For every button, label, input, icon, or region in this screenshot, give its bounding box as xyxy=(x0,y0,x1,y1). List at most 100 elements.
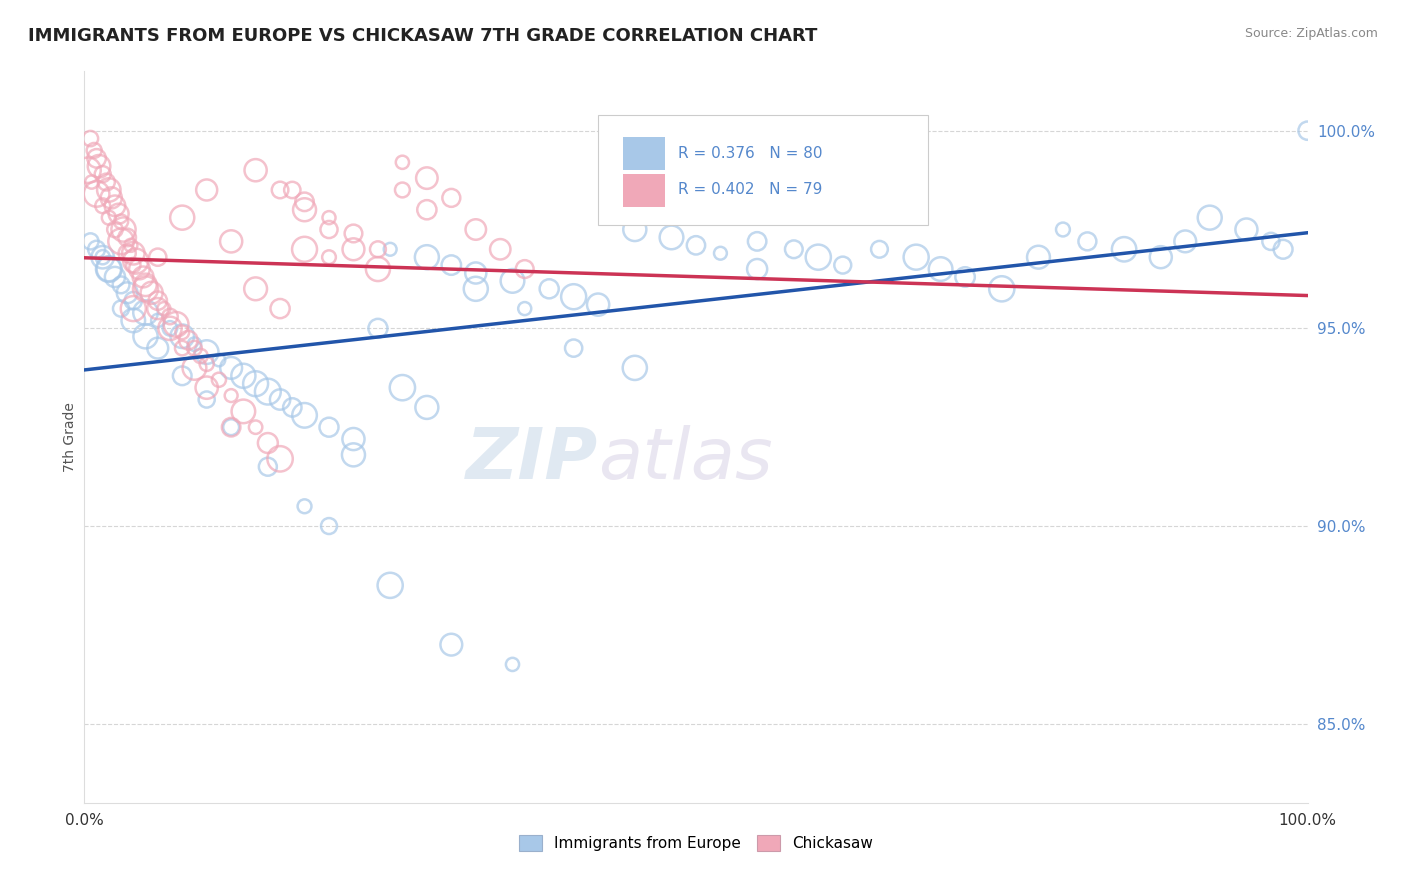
Point xyxy=(281,401,304,415)
Point xyxy=(562,290,585,304)
Point xyxy=(159,310,181,324)
Point xyxy=(177,333,200,347)
Point xyxy=(440,638,463,652)
Point xyxy=(91,199,114,213)
Point xyxy=(685,238,707,252)
Point xyxy=(538,282,561,296)
Point xyxy=(208,353,231,368)
Point xyxy=(1174,235,1197,249)
Point xyxy=(110,214,132,228)
Point xyxy=(104,199,127,213)
Point xyxy=(219,388,242,402)
Point xyxy=(120,238,142,252)
Point xyxy=(905,250,928,264)
Point xyxy=(1260,235,1282,249)
Point xyxy=(125,254,148,268)
Point xyxy=(624,360,647,375)
Point xyxy=(502,274,524,288)
Point xyxy=(294,500,316,514)
Point xyxy=(219,420,242,434)
Point xyxy=(245,282,267,296)
Point xyxy=(172,329,194,343)
Point xyxy=(190,349,212,363)
Point xyxy=(91,250,114,264)
Point xyxy=(122,258,145,272)
Point xyxy=(132,269,155,284)
Point xyxy=(100,191,122,205)
Point xyxy=(269,451,291,466)
Point xyxy=(269,301,291,316)
Point xyxy=(135,305,157,319)
Point xyxy=(172,326,194,340)
Point xyxy=(367,321,389,335)
Point xyxy=(318,519,340,533)
Point xyxy=(112,222,135,236)
Point xyxy=(1028,250,1050,264)
Point xyxy=(380,578,402,592)
Point xyxy=(128,262,150,277)
Text: atlas: atlas xyxy=(598,425,773,493)
Point xyxy=(953,269,976,284)
Legend: Immigrants from Europe, Chickasaw: Immigrants from Europe, Chickasaw xyxy=(513,830,879,857)
Point xyxy=(416,401,439,415)
Point xyxy=(135,282,157,296)
Point xyxy=(146,341,169,355)
Point xyxy=(929,262,952,277)
Point xyxy=(1296,123,1319,137)
Point xyxy=(104,269,127,284)
Text: R = 0.376   N = 80: R = 0.376 N = 80 xyxy=(678,145,823,161)
Point xyxy=(367,242,389,256)
Point xyxy=(122,246,145,260)
Point xyxy=(115,230,138,244)
Point xyxy=(464,222,486,236)
Point xyxy=(807,250,830,264)
Point xyxy=(195,357,218,371)
Point xyxy=(245,420,267,434)
Point xyxy=(257,436,280,450)
Point xyxy=(183,337,205,351)
Point xyxy=(219,420,242,434)
Point xyxy=(294,194,316,209)
Point xyxy=(87,159,110,173)
Point xyxy=(294,242,316,256)
Point xyxy=(232,404,254,418)
Point xyxy=(464,266,486,280)
Point xyxy=(91,250,114,264)
Point xyxy=(96,175,118,189)
Point xyxy=(183,341,205,355)
Point xyxy=(294,409,316,423)
Point xyxy=(318,420,340,434)
Point xyxy=(257,384,280,399)
Point xyxy=(219,235,242,249)
Point xyxy=(747,262,769,277)
Text: R = 0.402   N = 79: R = 0.402 N = 79 xyxy=(678,182,823,197)
Point xyxy=(97,211,120,225)
Point xyxy=(86,186,108,201)
Point xyxy=(219,360,242,375)
Point xyxy=(153,301,176,316)
Point xyxy=(195,345,218,359)
Point xyxy=(77,163,100,178)
Point xyxy=(416,250,439,264)
Bar xyxy=(623,174,665,207)
Point xyxy=(195,183,218,197)
Point xyxy=(624,222,647,236)
Point xyxy=(416,171,439,186)
Point xyxy=(1198,211,1220,225)
Point xyxy=(318,211,340,225)
Point xyxy=(97,183,120,197)
Point xyxy=(146,313,169,327)
Text: Source: ZipAtlas.com: Source: ZipAtlas.com xyxy=(1244,27,1378,40)
Point xyxy=(165,318,187,332)
Point xyxy=(79,235,101,249)
Point xyxy=(869,242,891,256)
Point xyxy=(146,301,169,316)
Point xyxy=(318,250,340,264)
Point xyxy=(172,341,194,355)
Point xyxy=(1272,242,1295,256)
Point xyxy=(107,207,129,221)
Point xyxy=(783,242,806,256)
Point xyxy=(135,277,157,292)
Point xyxy=(115,246,138,260)
Point xyxy=(195,392,218,407)
